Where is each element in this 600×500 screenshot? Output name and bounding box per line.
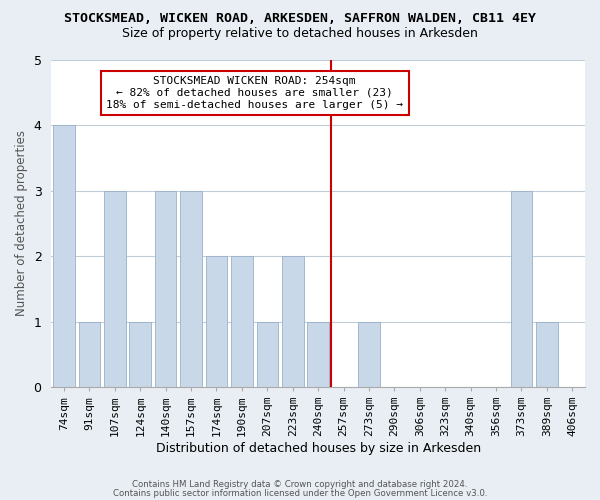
- Bar: [53, 126, 75, 387]
- Text: STOCKSMEAD WICKEN ROAD: 254sqm
← 82% of detached houses are smaller (23)
18% of : STOCKSMEAD WICKEN ROAD: 254sqm ← 82% of …: [106, 76, 403, 110]
- Bar: [231, 256, 253, 387]
- Bar: [257, 322, 278, 387]
- Text: Size of property relative to detached houses in Arkesden: Size of property relative to detached ho…: [122, 28, 478, 40]
- Bar: [282, 256, 304, 387]
- Bar: [358, 322, 380, 387]
- Text: Contains public sector information licensed under the Open Government Licence v3: Contains public sector information licen…: [113, 488, 487, 498]
- Bar: [155, 191, 176, 387]
- Bar: [307, 322, 329, 387]
- X-axis label: Distribution of detached houses by size in Arkesden: Distribution of detached houses by size …: [155, 442, 481, 455]
- Bar: [104, 191, 125, 387]
- Bar: [79, 322, 100, 387]
- Text: STOCKSMEAD, WICKEN ROAD, ARKESDEN, SAFFRON WALDEN, CB11 4EY: STOCKSMEAD, WICKEN ROAD, ARKESDEN, SAFFR…: [64, 12, 536, 26]
- Bar: [536, 322, 557, 387]
- Bar: [180, 191, 202, 387]
- Y-axis label: Number of detached properties: Number of detached properties: [15, 130, 28, 316]
- Bar: [206, 256, 227, 387]
- Bar: [130, 322, 151, 387]
- Bar: [511, 191, 532, 387]
- Text: Contains HM Land Registry data © Crown copyright and database right 2024.: Contains HM Land Registry data © Crown c…: [132, 480, 468, 489]
